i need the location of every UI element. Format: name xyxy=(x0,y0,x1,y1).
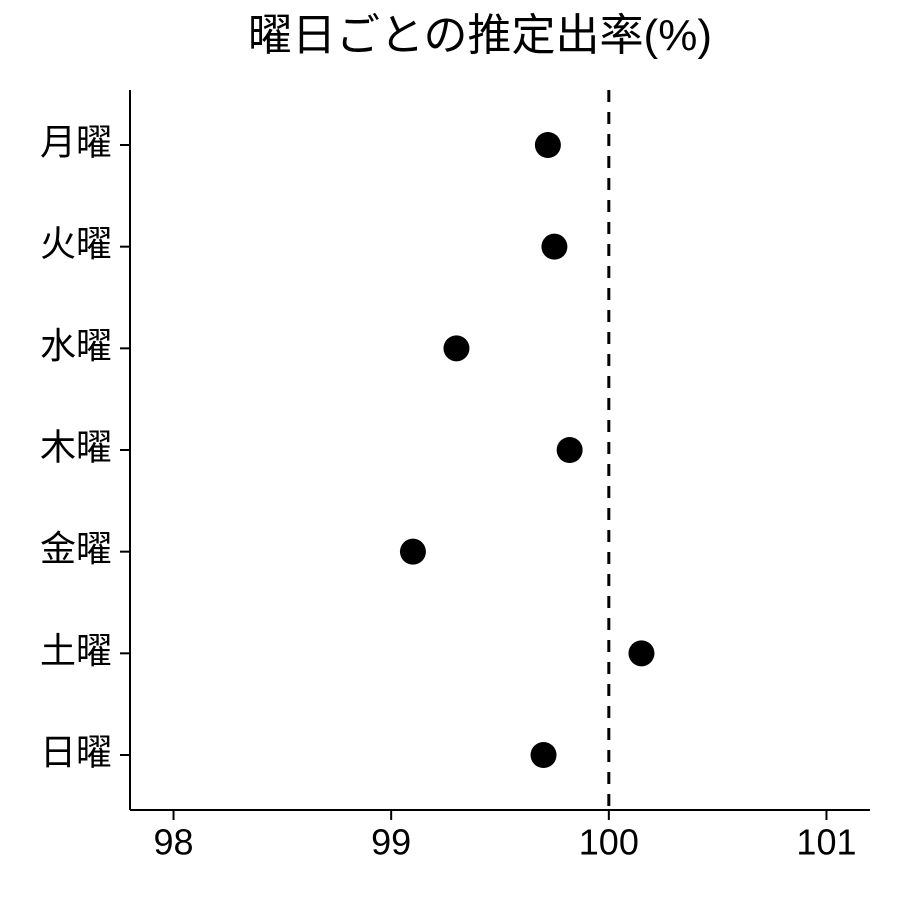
chart-title: 曜日ごとの推定出率(%) xyxy=(248,11,712,60)
dotplot-chart: 曜日ごとの推定出率(%) 月曜火曜水曜木曜金曜土曜日曜 98 99 100 101 xyxy=(0,0,900,900)
y-tick-label: 木曜 xyxy=(40,427,112,468)
chart-container: 曜日ごとの推定出率(%) 月曜火曜水曜木曜金曜土曜日曜 98 99 100 101 xyxy=(0,0,900,900)
x-tick-label: 100 xyxy=(579,821,639,862)
y-tick-label: 土曜 xyxy=(40,630,112,671)
data-point xyxy=(443,335,469,361)
data-point xyxy=(628,640,654,666)
x-tick-label: 101 xyxy=(796,821,856,862)
y-tick-label: 水曜 xyxy=(40,325,112,366)
y-tick-label: 火曜 xyxy=(40,223,112,264)
y-tick-label: 金曜 xyxy=(40,528,112,569)
data-point xyxy=(557,437,583,463)
y-tick-label: 月曜 xyxy=(40,122,112,163)
y-tick-label: 日曜 xyxy=(40,732,112,773)
data-point xyxy=(400,539,426,565)
data-point xyxy=(541,234,567,260)
x-tick-label: 98 xyxy=(154,821,194,862)
data-point xyxy=(535,132,561,158)
x-tick-label: 99 xyxy=(371,821,411,862)
data-point xyxy=(531,742,557,768)
